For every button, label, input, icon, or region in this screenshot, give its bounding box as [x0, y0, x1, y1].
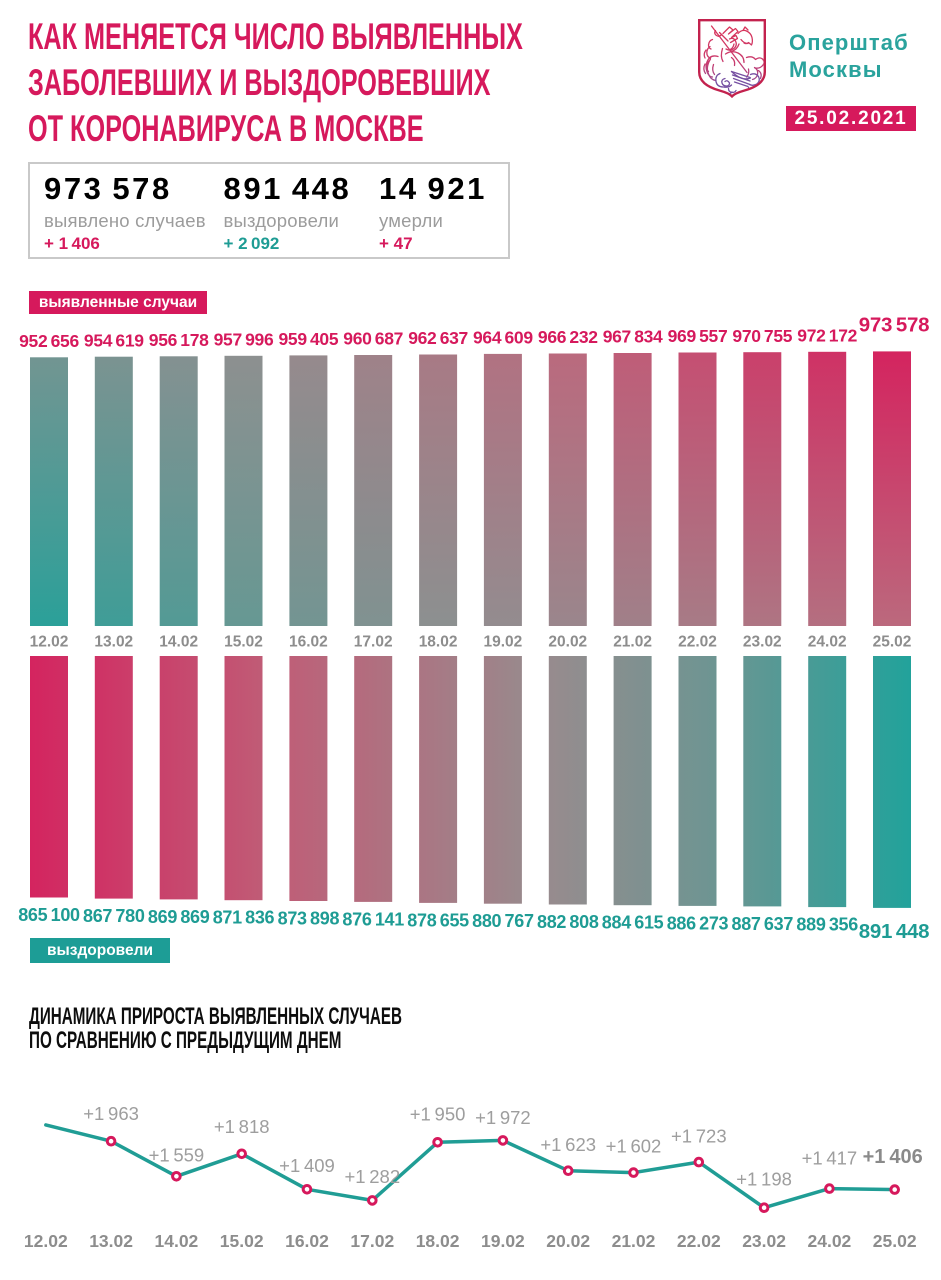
- svg-text:+1 950: +1 950: [410, 1103, 466, 1124]
- svg-text:970 755: 970 755: [732, 326, 792, 346]
- svg-text:13.02: 13.02: [89, 1231, 133, 1251]
- svg-text:954 619: 954 619: [84, 330, 144, 350]
- svg-text:886 273: 886 273: [667, 913, 729, 933]
- svg-text:884 615: 884 615: [602, 913, 664, 933]
- svg-text:15.02: 15.02: [224, 634, 263, 651]
- svg-text:17.02: 17.02: [354, 634, 393, 651]
- svg-text:+1 818: +1 818: [214, 1116, 270, 1137]
- svg-text:24.02: 24.02: [808, 1231, 852, 1251]
- svg-text:16.02: 16.02: [285, 1231, 329, 1251]
- svg-text:+1 409: +1 409: [279, 1155, 335, 1176]
- svg-text:13.02: 13.02: [94, 634, 133, 651]
- svg-text:+1 198: +1 198: [736, 1168, 792, 1189]
- svg-text:+1 972: +1 972: [475, 1107, 531, 1128]
- svg-text:+1 623: +1 623: [540, 1134, 596, 1155]
- svg-text:964 609: 964 609: [473, 328, 533, 348]
- svg-text:966 232: 966 232: [538, 327, 598, 347]
- svg-text:19.02: 19.02: [481, 1231, 525, 1251]
- svg-text:+1 963: +1 963: [83, 1103, 139, 1124]
- svg-text:23.02: 23.02: [743, 634, 782, 651]
- svg-text:+1 602: +1 602: [606, 1136, 662, 1157]
- svg-text:18.02: 18.02: [419, 634, 458, 651]
- svg-text:22.02: 22.02: [678, 634, 717, 651]
- svg-text:19.02: 19.02: [484, 634, 523, 651]
- svg-text:878 655: 878 655: [407, 910, 469, 930]
- svg-text:880 767: 880 767: [472, 911, 534, 931]
- svg-text:22.02: 22.02: [677, 1231, 721, 1251]
- svg-text:865 100: 865 100: [18, 905, 80, 925]
- svg-text:891 448: 891 448: [859, 920, 929, 943]
- svg-text:21.02: 21.02: [613, 634, 652, 651]
- svg-text:952 656: 952 656: [19, 331, 79, 351]
- svg-text:+1 559: +1 559: [149, 1145, 205, 1166]
- svg-text:+1 406: +1 406: [863, 1146, 923, 1168]
- svg-text:960 687: 960 687: [343, 329, 403, 349]
- svg-text:14.02: 14.02: [159, 634, 198, 651]
- svg-text:956 178: 956 178: [149, 330, 209, 350]
- svg-text:24.02: 24.02: [808, 634, 847, 651]
- svg-text:15.02: 15.02: [220, 1231, 264, 1251]
- svg-text:967 834: 967 834: [603, 327, 663, 347]
- svg-text:871 836: 871 836: [213, 908, 275, 928]
- svg-text:873 898: 873 898: [278, 909, 340, 929]
- svg-text:+1 282: +1 282: [344, 1166, 400, 1187]
- svg-text:18.02: 18.02: [416, 1231, 460, 1251]
- svg-text:12.02: 12.02: [30, 634, 69, 651]
- svg-text:882 808: 882 808: [537, 912, 599, 932]
- svg-text:21.02: 21.02: [612, 1231, 656, 1251]
- svg-text:889 356: 889 356: [796, 915, 858, 935]
- svg-text:959 405: 959 405: [278, 329, 338, 349]
- svg-text:17.02: 17.02: [350, 1231, 394, 1251]
- svg-text:969 557: 969 557: [668, 326, 728, 346]
- svg-text:16.02: 16.02: [289, 634, 328, 651]
- svg-text:867 780: 867 780: [83, 906, 145, 926]
- svg-text:+1 417: +1 417: [802, 1147, 858, 1168]
- svg-text:+1 723: +1 723: [671, 1126, 727, 1147]
- svg-text:20.02: 20.02: [546, 1231, 590, 1251]
- svg-text:14.02: 14.02: [155, 1231, 199, 1251]
- svg-text:972 172: 972 172: [797, 325, 857, 345]
- svg-text:20.02: 20.02: [548, 634, 587, 651]
- svg-text:962 637: 962 637: [408, 328, 468, 348]
- svg-text:23.02: 23.02: [742, 1231, 786, 1251]
- svg-text:973 578: 973 578: [859, 314, 929, 337]
- svg-text:12.02: 12.02: [24, 1231, 68, 1251]
- svg-text:957 996: 957 996: [214, 329, 274, 349]
- svg-text:876 141: 876 141: [342, 909, 404, 929]
- svg-text:25.02: 25.02: [873, 634, 912, 651]
- svg-text:25.02: 25.02: [873, 1231, 917, 1251]
- svg-text:869 869: 869 869: [148, 907, 210, 927]
- svg-text:887 637: 887 637: [732, 914, 794, 934]
